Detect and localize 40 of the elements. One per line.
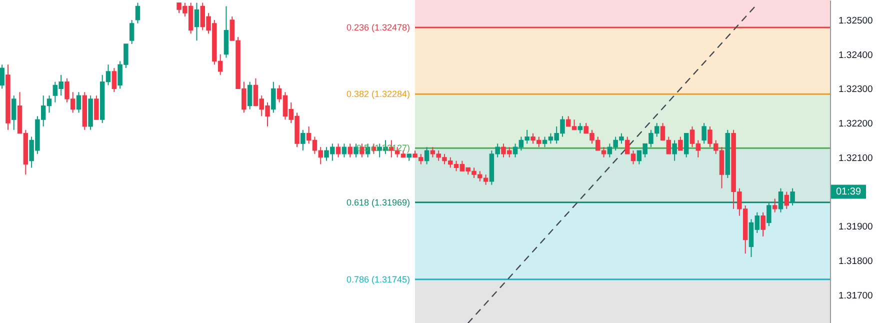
candlestick bbox=[135, 2, 140, 24]
candlestick bbox=[336, 143, 341, 158]
candlestick bbox=[766, 202, 772, 227]
candlestick bbox=[12, 95, 16, 130]
candlestick bbox=[112, 68, 117, 93]
candlestick bbox=[784, 191, 790, 210]
candlestick bbox=[790, 188, 795, 206]
candlestick bbox=[760, 212, 766, 237]
y-tick-label: 1.31800 bbox=[838, 256, 873, 267]
candlestick bbox=[0, 64, 4, 90]
annotation: 01:39 bbox=[836, 186, 862, 198]
y-tick-label: 1.32500 bbox=[838, 15, 873, 26]
candlestick bbox=[672, 140, 677, 162]
candlestick bbox=[300, 129, 306, 152]
candlestick bbox=[772, 198, 778, 213]
candlestick bbox=[678, 136, 683, 152]
ref-line-label: 0.236 (1.32478) bbox=[346, 22, 410, 32]
ref-line-label: 0.382 (1.32284) bbox=[346, 89, 410, 100]
y-tick-label: 1.32400 bbox=[838, 50, 873, 61]
candlestick bbox=[247, 81, 252, 110]
ref-line-label: 0.786 (1.31745) bbox=[346, 274, 410, 284]
candlestick bbox=[76, 92, 82, 114]
ref-line-label: 0.618 (1.31969) bbox=[346, 197, 410, 208]
y-tick-label: 1.31700 bbox=[838, 290, 873, 302]
candlestick bbox=[684, 132, 689, 158]
candlestick bbox=[778, 188, 784, 213]
candlestick bbox=[129, 19, 134, 44]
y-tick-label: 1.32100 bbox=[838, 152, 873, 164]
candlestick bbox=[194, 2, 200, 42]
y-tick-label: 1.32200 bbox=[838, 118, 873, 130]
y-tick-label: 1.31900 bbox=[838, 222, 873, 233]
y-tick-label: 1.32300 bbox=[838, 84, 873, 96]
candlestick bbox=[348, 143, 352, 158]
candlestick bbox=[271, 81, 276, 114]
candlestick bbox=[424, 146, 430, 165]
candlestick bbox=[354, 143, 358, 158]
candlestick bbox=[342, 143, 347, 158]
candlestick bbox=[578, 122, 583, 134]
candlestick bbox=[94, 95, 99, 120]
candlestick bbox=[702, 122, 706, 144]
